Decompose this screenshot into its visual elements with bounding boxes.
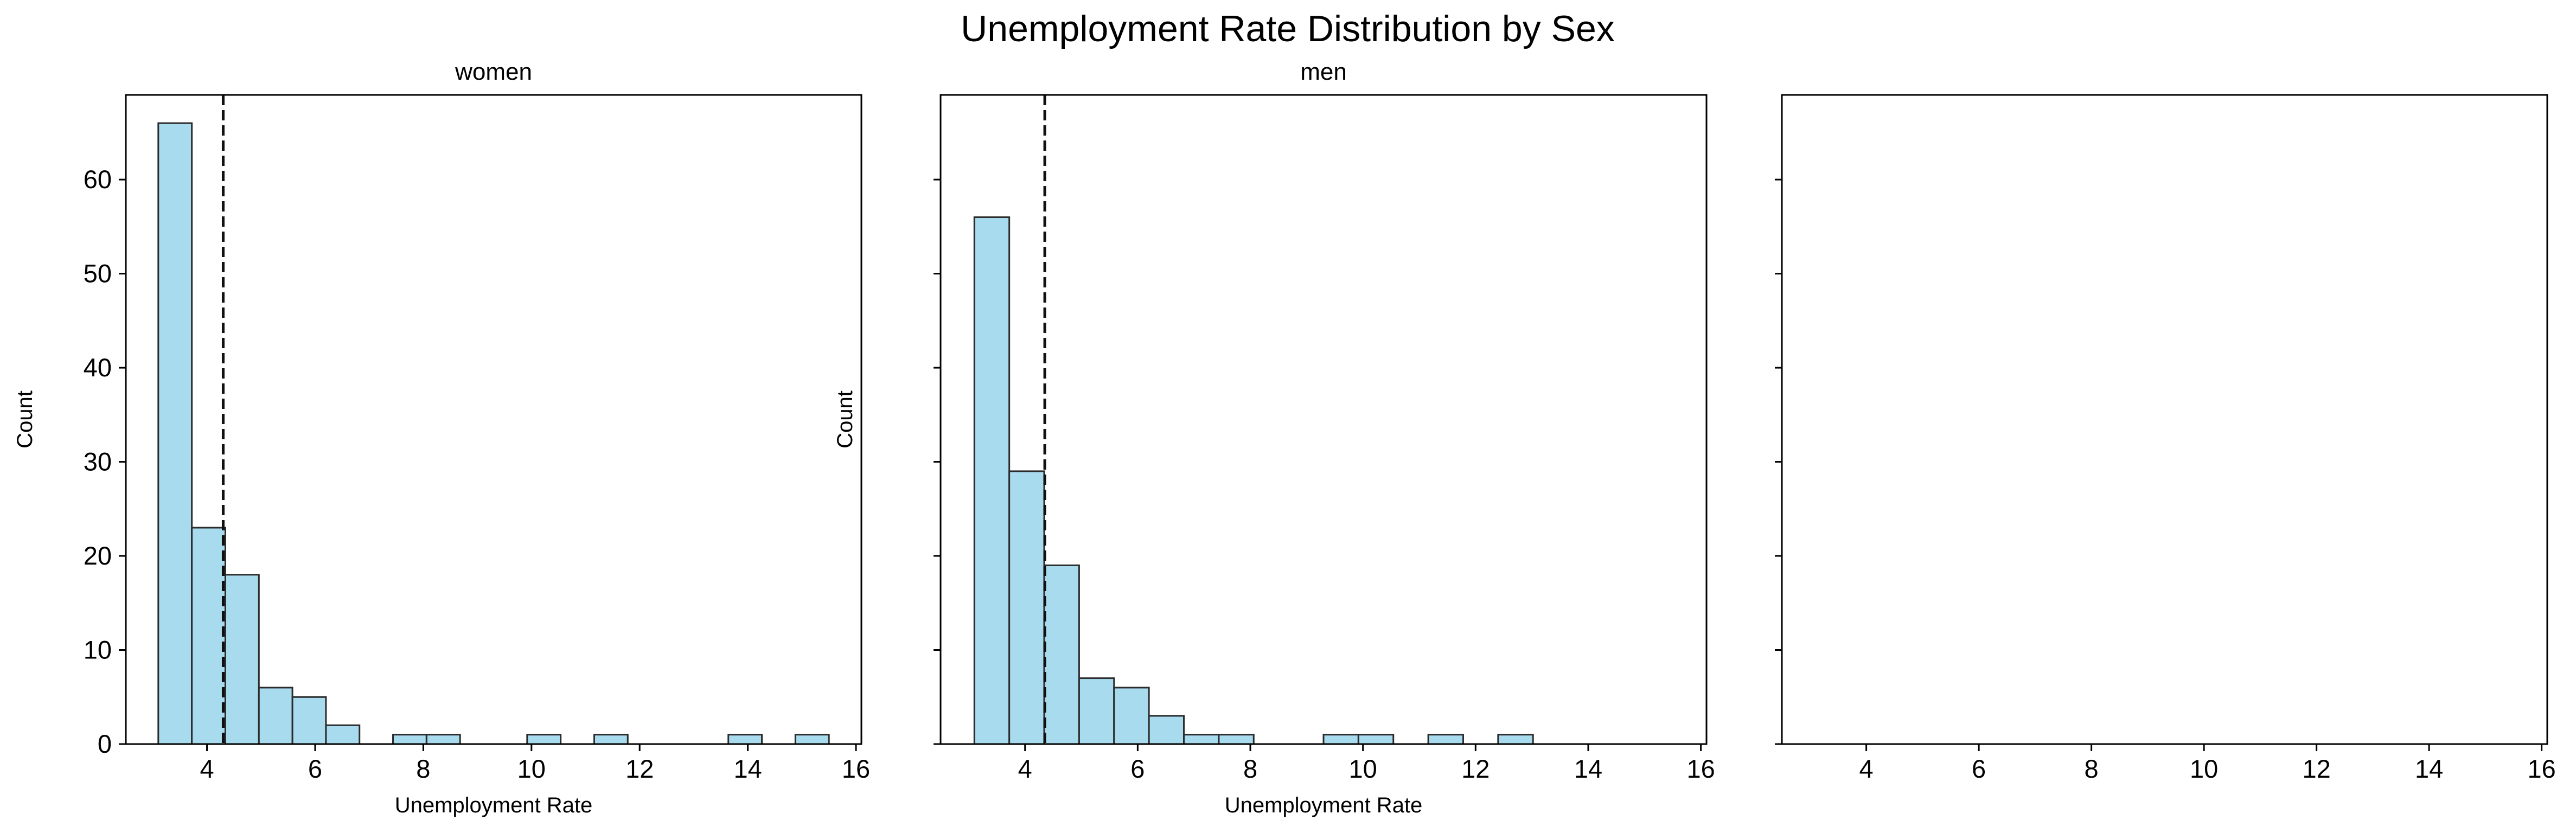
histogram-bar (1008, 470, 1045, 745)
y-tick-label: 0 (98, 729, 112, 758)
histogram-bar (325, 724, 361, 745)
x-tick-label: 8 (1243, 754, 1257, 783)
histogram-bar (392, 734, 427, 745)
x-tick-label: 6 (1130, 754, 1145, 783)
histogram-bar (157, 122, 193, 745)
x-tick-label: 10 (1349, 754, 1377, 783)
histogram-bar (1322, 734, 1359, 745)
y-tick-label: 60 (84, 165, 112, 194)
x-tick-label: 6 (1972, 754, 1986, 783)
y-tick-label: 20 (84, 541, 112, 570)
x-tick-label: 14 (1574, 754, 1602, 783)
y-axis-label: Count (13, 390, 37, 448)
axes-frame (1781, 94, 2548, 745)
x-tick-label: 10 (517, 754, 546, 783)
x-tick-label: 14 (733, 754, 762, 783)
axes-frame (125, 94, 862, 745)
x-axis-label: Unemployment Rate (1225, 793, 1423, 817)
y-axis-label: Count (833, 390, 857, 448)
x-tick-label: 8 (416, 754, 430, 783)
histogram-bar (1427, 734, 1464, 745)
x-tick-label: 14 (2415, 754, 2443, 783)
x-tick-label: 12 (1461, 754, 1490, 783)
subplot-title: women (455, 59, 532, 85)
histogram-bar (1078, 677, 1115, 745)
x-tick-label: 10 (2190, 754, 2218, 783)
x-tick-label: 16 (2527, 754, 2555, 783)
subplot-title: men (1300, 59, 1347, 85)
x-tick-label: 12 (625, 754, 654, 783)
histogram-bar (1497, 734, 1534, 745)
x-tick-label: 16 (1686, 754, 1715, 783)
histogram-bar (1183, 734, 1220, 745)
x-axis-label: Unemployment Rate (395, 793, 593, 817)
subplot-2: 4 6 8 10 12 14 16 men Unemployment Rate Count (833, 59, 1715, 817)
x-tick-label: 4 (1859, 754, 1874, 783)
histogram-bar (191, 527, 226, 745)
histogram-bar (1357, 734, 1395, 745)
histogram-bar (1148, 715, 1185, 745)
x-tick-label: 4 (200, 754, 214, 783)
histogram-bar (1218, 734, 1255, 745)
y-tick-label: 30 (84, 447, 112, 476)
histogram-bar (1113, 687, 1150, 745)
x-tick-label: 4 (1018, 754, 1032, 783)
y-tick-label: 10 (84, 636, 112, 664)
histogram-bar (425, 734, 461, 745)
histogram-bar (593, 734, 629, 745)
histogram-bar (727, 734, 763, 745)
x-tick-label: 6 (308, 754, 322, 783)
x-tick-label: 8 (2085, 754, 2099, 783)
x-tick-label: 12 (2302, 754, 2330, 783)
subplot-3: 4 6 8 10 12 14 16 (1775, 94, 2556, 783)
y-tick-label: 50 (84, 259, 112, 288)
axes-frame (939, 94, 1708, 745)
histogram-bar (1043, 564, 1080, 745)
histogram-bar (224, 574, 260, 745)
subplot-1: 4 6 8 10 12 14 16 0 10 20 30 40 50 60 women Unemploymen… (13, 59, 870, 817)
figure-title: Unemployment Rate Distribution by Sex (961, 8, 1615, 49)
subplots: 4 6 8 10 12 14 16 0 10 20 30 40 50 60 women Unemploymen… (13, 59, 2556, 817)
y-tick-label: 40 (84, 353, 112, 382)
histogram-bar (794, 734, 830, 745)
x-tick-label: 16 (842, 754, 870, 783)
histogram-bar (291, 696, 327, 745)
histogram-bar (526, 734, 562, 745)
histogram-bar (258, 687, 293, 745)
histogram-bar (973, 216, 1011, 745)
